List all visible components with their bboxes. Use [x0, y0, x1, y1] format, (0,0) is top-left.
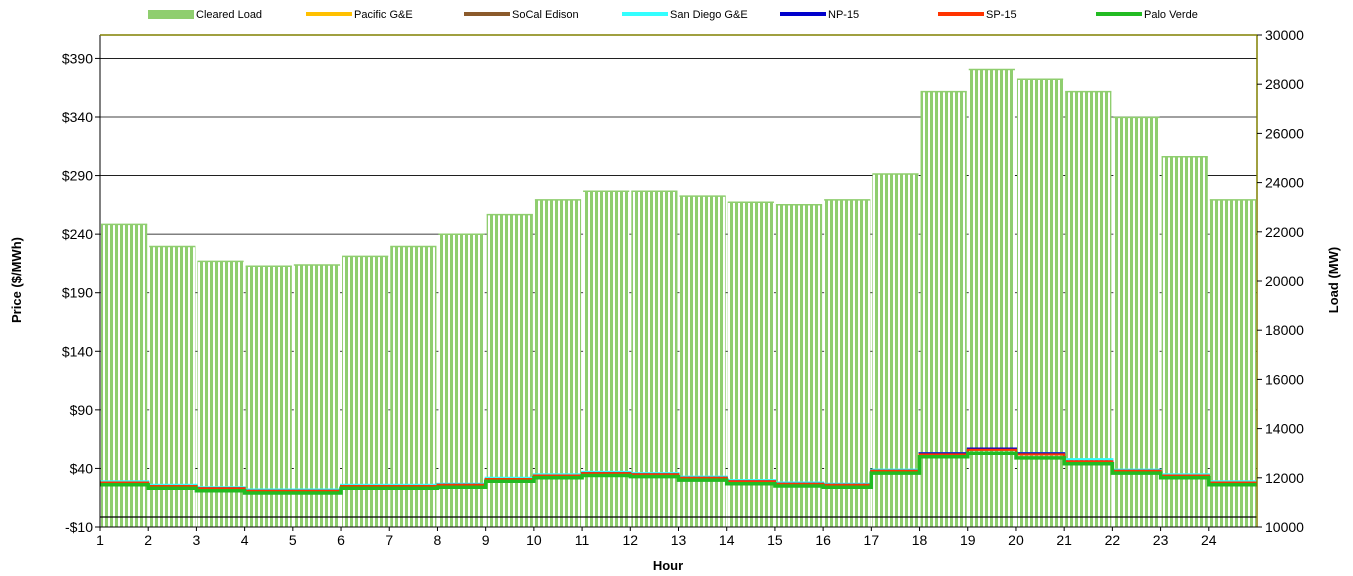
left-tick-label: $240	[62, 226, 93, 242]
left-tick-label: $90	[70, 402, 94, 418]
right-tick-label: 14000	[1265, 421, 1304, 437]
right-tick-label: 28000	[1265, 76, 1304, 92]
load-bar	[775, 204, 823, 528]
x-tick-label: 18	[912, 532, 928, 548]
legend-label: Pacific G&E	[354, 9, 413, 21]
load-bar	[1209, 199, 1256, 527]
load-bar	[824, 199, 871, 527]
left-axis-title: Price ($/MWh)	[9, 237, 24, 323]
x-axis-ticks: 1 2 3 4 5 6 7 8 9 10 11 12 13 14 15 16 17 18 19 20 21 22 23 24	[96, 527, 1217, 548]
load-bar	[1016, 79, 1064, 527]
x-tick-label: 20	[1008, 532, 1024, 548]
x-tick-label: 19	[960, 532, 976, 548]
right-tick-label: 16000	[1265, 371, 1304, 387]
x-tick-label: 15	[767, 532, 783, 548]
load-bar	[390, 246, 437, 527]
x-tick-label: 12	[623, 532, 639, 548]
legend-label: Cleared Load	[196, 9, 262, 21]
load-bar	[293, 265, 341, 527]
x-tick-label: 13	[671, 532, 687, 548]
load-bar	[438, 234, 485, 527]
right-tick-label: 20000	[1265, 273, 1304, 289]
x-axis-title: Hour	[653, 558, 683, 573]
x-tick-label: 17	[864, 532, 880, 548]
load-bar	[872, 173, 919, 528]
load-bars	[100, 68, 1257, 528]
right-tick-label: 26000	[1265, 125, 1304, 141]
right-tick-label: 22000	[1265, 224, 1304, 240]
x-tick-label: 1	[96, 532, 104, 548]
legend-swatch-cleared-load	[148, 10, 194, 19]
x-tick-label: 23	[1153, 532, 1169, 548]
x-tick-label: 4	[241, 532, 249, 548]
x-tick-label: 16	[815, 532, 831, 548]
price-line-palo-verde	[100, 451, 1257, 495]
right-tick-label: 18000	[1265, 322, 1304, 338]
x-tick-label: 21	[1056, 532, 1072, 548]
left-tick-label: $290	[62, 168, 93, 184]
legend-label: SP-15	[986, 9, 1017, 21]
left-tick-label: $190	[62, 285, 93, 301]
right-tick-label: 24000	[1265, 175, 1304, 191]
load-bar	[679, 196, 726, 527]
x-tick-label: 14	[719, 532, 735, 548]
x-tick-label: 5	[289, 532, 297, 548]
x-tick-label: 8	[434, 532, 442, 548]
load-bar	[245, 266, 292, 527]
load-bar	[1113, 117, 1160, 527]
load-bar	[149, 246, 196, 527]
load-bar	[101, 224, 148, 528]
x-tick-label: 22	[1105, 532, 1121, 548]
legend-label: SoCal Edison	[512, 9, 579, 21]
price-lines	[100, 447, 1257, 495]
x-tick-label: 11	[575, 532, 590, 548]
left-tick-label: $390	[62, 50, 93, 66]
legend-label: San Diego G&E	[670, 9, 748, 21]
x-tick-label: 7	[385, 532, 393, 548]
right-tick-label: 12000	[1265, 470, 1304, 486]
load-bar	[1065, 91, 1112, 527]
x-tick-label: 6	[337, 532, 345, 548]
x-tick-label: 10	[526, 532, 542, 548]
load-bar	[631, 191, 678, 527]
legend: Cleared Load Pacific G&E SoCal Edison San D…	[148, 9, 1198, 21]
x-tick-label: 24	[1201, 532, 1217, 548]
load-bar	[1161, 156, 1208, 527]
left-tick-label: $140	[62, 343, 93, 359]
load-bar	[968, 69, 1015, 527]
load-bar	[197, 261, 244, 527]
left-tick-label: -$10	[65, 519, 93, 535]
left-tick-label: $340	[62, 109, 93, 125]
load-bar	[342, 256, 389, 527]
right-tick-label: 10000	[1265, 519, 1304, 535]
x-tick-label: 3	[193, 532, 201, 548]
x-tick-label: 2	[144, 532, 152, 548]
right-tick-label: 30000	[1265, 27, 1304, 43]
load-bar	[534, 199, 582, 527]
right-axis-title: Load (MW)	[1326, 247, 1341, 313]
grid-lines	[100, 58, 1257, 469]
left-tick-label: $40	[70, 460, 94, 476]
legend-label: NP-15	[828, 9, 859, 21]
x-tick-label: 9	[482, 532, 490, 548]
load-bar	[727, 202, 774, 527]
load-bar	[920, 91, 967, 527]
legend-label: Palo Verde	[1144, 9, 1198, 21]
right-axis-ticks: 10000 12000 14000 16000 18000 20000 22000 24000…	[1257, 27, 1304, 535]
load-bar	[486, 214, 533, 527]
left-axis-ticks: -$10 $40 $90 $140 $190 $240 $290 $340 $390	[62, 50, 100, 535]
